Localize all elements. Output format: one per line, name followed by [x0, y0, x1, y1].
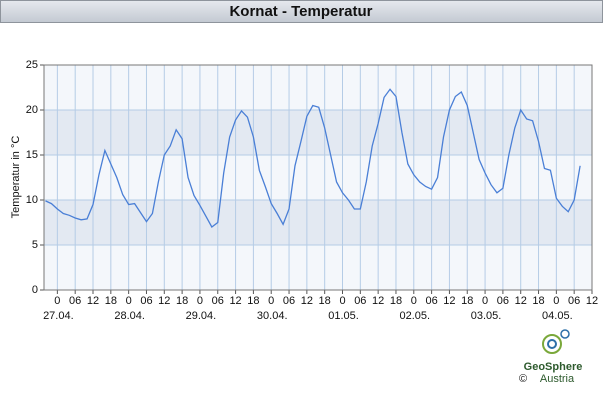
x-tick-label: 06 — [140, 295, 152, 307]
x-tick-label: 18 — [176, 295, 188, 307]
x-tick-label: 12 — [443, 295, 455, 307]
y-tick-label: 10 — [26, 194, 38, 206]
y-tick-label: 20 — [26, 104, 38, 116]
logo-country: Austria — [540, 373, 575, 385]
x-tick-label: 18 — [105, 295, 117, 307]
date-label: 01.05. — [328, 310, 359, 322]
x-tick-label: 06 — [497, 295, 509, 307]
band — [44, 200, 592, 245]
date-label: 02.05. — [399, 310, 430, 322]
date-label: 29.04. — [186, 310, 217, 322]
x-tick-label: 0 — [54, 295, 60, 307]
x-tick-label: 0 — [553, 295, 559, 307]
x-tick-label: 18 — [461, 295, 473, 307]
x-tick-label: 06 — [568, 295, 580, 307]
x-tick-label: 0 — [268, 295, 274, 307]
x-tick-label: 0 — [411, 295, 417, 307]
band — [44, 110, 592, 155]
x-tick-label: 0 — [482, 295, 488, 307]
x-tick-label: 18 — [247, 295, 259, 307]
y-tick-label: 0 — [32, 284, 38, 296]
logo-name: GeoSphere — [524, 361, 583, 373]
x-tick-label: 0 — [197, 295, 203, 307]
x-tick-label: 0 — [126, 295, 132, 307]
logo: GeoSphere Austria © — [519, 329, 583, 385]
x-tick-label: 06 — [69, 295, 81, 307]
x-tick-label: 18 — [319, 295, 331, 307]
date-label: 04.05. — [542, 310, 573, 322]
x-tick-label: 12 — [301, 295, 313, 307]
x-tick-label: 12 — [87, 295, 99, 307]
x-tick-label: 06 — [212, 295, 224, 307]
plot-frame — [43, 64, 593, 291]
logo-icon — [542, 334, 562, 354]
x-tick-label: 12 — [515, 295, 527, 307]
y-axis-label: Temperatur in °C — [10, 136, 22, 219]
copyright: © — [519, 373, 527, 385]
y-tick-label: 15 — [26, 149, 38, 161]
x-tick-label: 12 — [229, 295, 241, 307]
x-tick-label: 18 — [532, 295, 544, 307]
y-tick-label: 5 — [32, 239, 38, 251]
x-tick-label: 06 — [283, 295, 295, 307]
x-tick-label: 18 — [390, 295, 402, 307]
chart-title: Kornat - Temperatur — [229, 3, 372, 20]
x-tick-label: 06 — [354, 295, 366, 307]
x-tick-label: 12 — [158, 295, 170, 307]
date-label: 28.04. — [114, 310, 145, 322]
logo-icon — [560, 329, 570, 339]
temperature-line — [45, 88, 581, 228]
x-tick-label: 06 — [425, 295, 437, 307]
plot-background — [44, 65, 592, 290]
y-tick-label: 25 — [26, 59, 38, 71]
date-label: 30.04. — [257, 310, 288, 322]
x-tick-label: 0 — [339, 295, 345, 307]
x-tick-label: 12 — [586, 295, 598, 307]
logo-icon — [547, 339, 557, 349]
x-tick-label: 12 — [372, 295, 384, 307]
date-label: 03.05. — [471, 310, 502, 322]
date-label: 27.04. — [43, 310, 74, 322]
